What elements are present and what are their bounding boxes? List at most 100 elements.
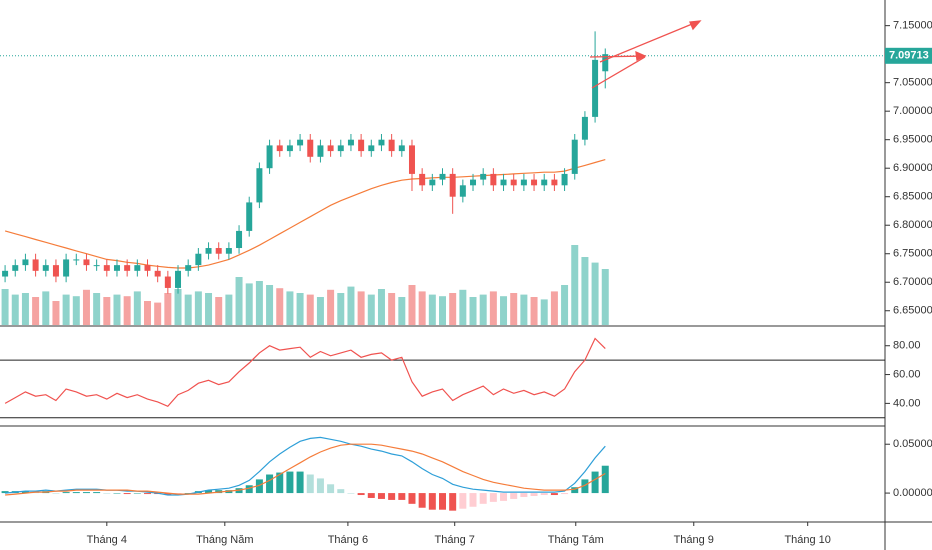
candle-body — [103, 265, 110, 271]
trend-line — [599, 21, 698, 63]
volume-bar — [510, 293, 518, 325]
histogram-bar — [133, 493, 141, 494]
candle-body — [276, 145, 283, 152]
histogram-bar — [601, 465, 609, 494]
y-tick-label: 0.05000 — [893, 438, 932, 450]
candle-body — [205, 248, 212, 254]
candle-body — [541, 179, 548, 186]
volume-bar — [439, 296, 446, 325]
candle-body — [93, 265, 100, 267]
drawing-tools — [589, 20, 702, 89]
candle-body — [113, 265, 120, 271]
candle-body — [358, 139, 365, 152]
x-tick-label: Tháng 4 — [87, 534, 127, 546]
histogram-bar — [398, 493, 406, 500]
histogram-bar — [550, 493, 558, 496]
candle-body — [490, 173, 497, 186]
histogram-bar — [245, 485, 253, 494]
volume-bar — [520, 294, 528, 325]
y-tick-label: 7.15000 — [893, 20, 932, 32]
candle-body — [134, 265, 141, 271]
volume-bar — [296, 293, 304, 325]
volume-bar — [184, 294, 192, 325]
volume-bar — [32, 297, 40, 325]
histogram-bar — [113, 493, 121, 494]
volume-bar — [367, 294, 375, 325]
candle-body — [459, 185, 466, 197]
volume-bar — [72, 296, 80, 325]
candle-body — [286, 145, 293, 152]
candle-body — [388, 139, 395, 152]
volume-bar — [601, 269, 609, 325]
y-tick-label: 6.95000 — [893, 134, 932, 146]
histogram-bar — [103, 493, 111, 494]
histogram-bar — [306, 474, 314, 494]
candle-body — [592, 59, 599, 117]
last-price-box — [885, 47, 932, 64]
histogram-bar — [581, 479, 589, 494]
volume-bar — [82, 289, 90, 325]
candle-body — [73, 259, 80, 261]
candle-body — [175, 270, 182, 288]
volume-bar — [194, 291, 202, 325]
candle-body — [266, 145, 273, 169]
volume-bar — [123, 296, 131, 325]
x-tick-label: Tháng 9 — [674, 534, 714, 546]
volume-bar — [103, 297, 111, 325]
volume-bar — [266, 285, 274, 325]
candle-body — [236, 230, 243, 249]
histogram-bar — [449, 493, 457, 511]
volume-bar — [164, 293, 172, 325]
trend-line — [591, 56, 646, 89]
candle-body — [297, 139, 304, 146]
volume-bar — [388, 293, 396, 325]
last-price-label: 7.09713 — [889, 50, 929, 62]
histogram-bar — [591, 471, 599, 494]
candle-body — [185, 265, 192, 271]
volume-bar — [113, 294, 121, 325]
y-tick-label: 0.00000 — [893, 487, 932, 499]
volume-bar — [449, 293, 457, 325]
volume-bar — [306, 294, 314, 325]
volume-bar — [93, 293, 101, 325]
histogram-bar — [530, 493, 538, 497]
histogram-bar — [357, 493, 365, 496]
volume-bar — [591, 262, 599, 325]
histogram-bar — [1, 491, 9, 494]
histogram-bar — [377, 493, 385, 499]
histogram-bar — [571, 487, 579, 494]
volume-bar — [561, 285, 569, 325]
volume-bar — [347, 286, 355, 325]
histogram-bar — [500, 493, 508, 501]
y-tick-label: 6.85000 — [893, 191, 932, 203]
volume-bar — [276, 288, 284, 325]
histogram-bar — [479, 493, 487, 504]
volume-bar — [500, 296, 508, 325]
x-tick-label: Tháng 10 — [784, 534, 830, 546]
volume-bar — [398, 297, 406, 325]
macd-line — [5, 443, 606, 496]
volume-bar — [52, 301, 60, 325]
histogram-bar — [62, 492, 70, 494]
histogram-bar — [82, 492, 90, 494]
candle-body — [470, 179, 477, 186]
volume-bar — [581, 257, 589, 325]
volume-bar — [174, 289, 182, 325]
candle-body — [480, 173, 487, 180]
candle-body — [164, 276, 171, 288]
arrow-head — [689, 20, 702, 31]
histogram-bar — [418, 493, 426, 508]
candle-body — [307, 139, 314, 157]
histogram-bar — [296, 471, 304, 494]
volume-bar — [255, 281, 263, 325]
arrow-head — [635, 50, 647, 61]
candle-body — [581, 116, 588, 140]
y-tick-label: 7.00000 — [893, 105, 932, 117]
volume-bar — [530, 297, 538, 325]
histogram-bar — [164, 493, 172, 496]
volume-bar — [377, 289, 385, 325]
candle-body — [12, 265, 19, 271]
volume-bar — [418, 291, 426, 325]
